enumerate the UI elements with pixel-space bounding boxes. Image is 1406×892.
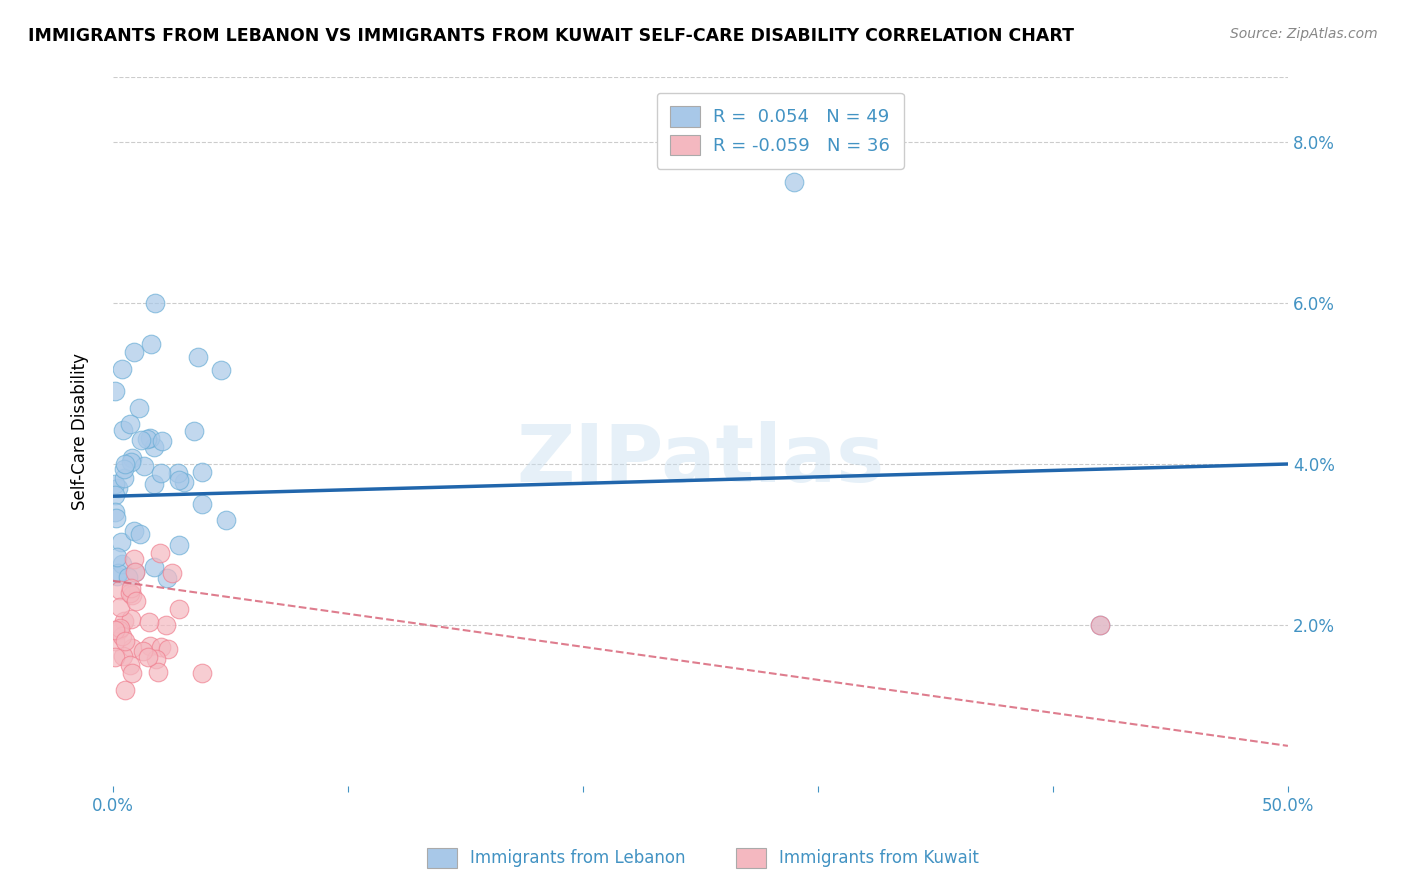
Point	[114, 634, 136, 648]
Point	[125, 594, 148, 608]
Point	[114, 457, 136, 471]
Point	[143, 477, 166, 491]
Point	[120, 582, 142, 596]
Point	[105, 569, 128, 583]
Point	[139, 640, 162, 654]
Point	[156, 641, 179, 656]
Point	[121, 589, 143, 603]
Point	[105, 550, 128, 565]
Point	[112, 615, 135, 629]
Point	[139, 337, 162, 351]
Point	[107, 481, 129, 495]
Point	[191, 497, 214, 511]
Point	[120, 455, 142, 469]
Point	[167, 473, 190, 487]
Point	[142, 440, 165, 454]
Point	[1088, 618, 1111, 632]
Point	[783, 175, 806, 189]
Point	[167, 537, 190, 551]
Point	[121, 666, 143, 681]
Point	[111, 361, 134, 376]
Point	[209, 363, 232, 377]
Point	[124, 565, 146, 579]
Point	[108, 600, 131, 615]
Point	[111, 629, 134, 643]
Point	[155, 617, 177, 632]
Point	[121, 451, 143, 466]
Point	[121, 641, 143, 656]
Point	[1088, 618, 1111, 632]
Y-axis label: Self-Care Disability: Self-Care Disability	[72, 353, 89, 510]
Text: Source: ZipAtlas.com: Source: ZipAtlas.com	[1230, 27, 1378, 41]
Point	[136, 650, 159, 665]
Text: IMMIGRANTS FROM LEBANON VS IMMIGRANTS FROM KUWAIT SELF-CARE DISABILITY CORRELATI: IMMIGRANTS FROM LEBANON VS IMMIGRANTS FR…	[28, 27, 1074, 45]
Point	[111, 648, 134, 663]
Point	[107, 566, 129, 581]
Point	[124, 345, 146, 359]
Text: ZIPatlas: ZIPatlas	[516, 421, 884, 500]
Point	[150, 640, 173, 655]
Point	[117, 570, 139, 584]
Point	[191, 666, 214, 681]
Point	[190, 466, 212, 480]
Point	[122, 552, 145, 566]
Point	[149, 546, 172, 560]
Point	[124, 565, 146, 579]
Point	[122, 524, 145, 539]
Point	[167, 602, 190, 616]
Point	[150, 434, 173, 448]
Point	[143, 560, 166, 574]
Point	[110, 535, 132, 549]
Point	[156, 571, 179, 585]
Point	[104, 487, 127, 501]
Point	[149, 467, 172, 481]
Point	[104, 624, 127, 638]
Point	[108, 582, 131, 597]
Point	[120, 612, 142, 626]
Point	[139, 432, 162, 446]
Point	[132, 643, 155, 657]
Point	[183, 424, 205, 438]
Point	[145, 652, 167, 666]
Point	[112, 470, 135, 484]
Point	[173, 475, 195, 490]
Legend: R =  0.054   N = 49, R = -0.059   N = 36: R = 0.054 N = 49, R = -0.059 N = 36	[657, 93, 904, 169]
Point	[104, 650, 127, 665]
Point	[128, 401, 150, 415]
Point	[114, 682, 136, 697]
Point	[148, 665, 170, 680]
Point	[167, 466, 190, 480]
Point	[111, 558, 134, 572]
Point	[108, 624, 131, 638]
Point	[104, 505, 127, 519]
Point	[214, 513, 236, 527]
Point	[104, 476, 127, 491]
Point	[112, 462, 135, 476]
Point	[108, 621, 131, 635]
Point	[129, 527, 152, 541]
Point	[160, 566, 183, 580]
Legend: Immigrants from Lebanon, Immigrants from Kuwait: Immigrants from Lebanon, Immigrants from…	[420, 841, 986, 875]
Point	[118, 417, 141, 431]
Point	[120, 657, 142, 672]
Point	[136, 432, 159, 446]
Point	[105, 511, 128, 525]
Point	[129, 433, 152, 447]
Point	[104, 384, 127, 398]
Point	[143, 296, 166, 310]
Point	[104, 633, 127, 648]
Point	[118, 585, 141, 599]
Point	[112, 423, 135, 437]
Point	[186, 350, 208, 364]
Point	[138, 615, 160, 629]
Point	[134, 458, 156, 473]
